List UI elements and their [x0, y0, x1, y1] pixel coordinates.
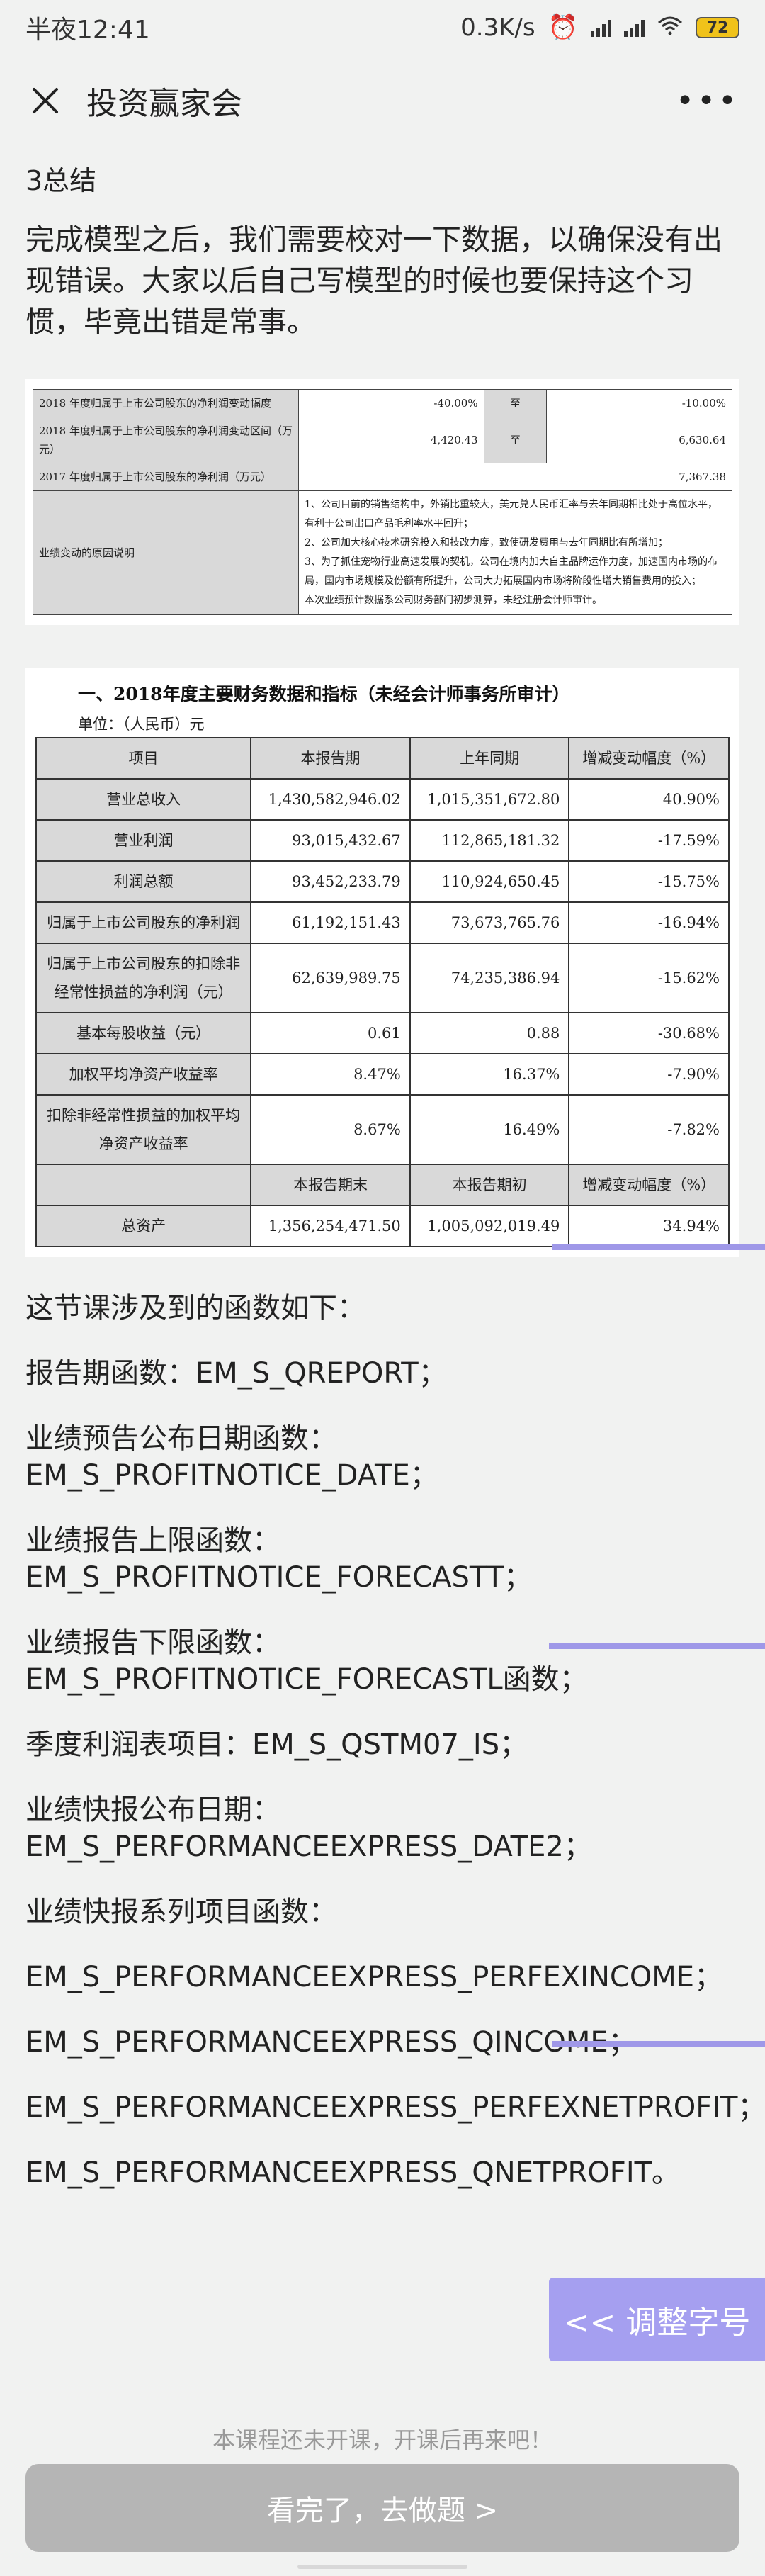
nav-bar: 投资赢家会 •••: [0, 55, 765, 146]
table-header-row: 项目 本报告期 上年同期 增减变动幅度（%）: [35, 737, 730, 780]
forecast-table: 2018 年度归属于上市公司股东的净利润变动幅度 -40.00% 至 -10.0…: [32, 389, 732, 615]
function-item: EM_S_PERFORMANCEEXPRESS_PERFEXNETPROFIT；: [26, 2091, 765, 2124]
signal-icon: [591, 18, 611, 37]
highlight-marker: [549, 1643, 765, 1649]
table-row: 2017 年度归属于上市公司股东的净利润（万元） 7,367.38: [32, 463, 732, 491]
function-item: 业绩快报系列项目函数：: [26, 1896, 337, 1928]
function-item: 报告期函数：EM_S_QREPORT；: [26, 1357, 447, 1390]
intro-paragraph: 完成模型之后，我们需要校对一下数据，以确保没有出现错误。大家以后自己写模型的时候…: [26, 223, 722, 339]
article-content: 3总结 完成模型之后，我们需要校对一下数据，以确保没有出现错误。大家以后自己写模…: [0, 159, 765, 2191]
adjust-font-size-button[interactable]: << 调整字号: [549, 2278, 765, 2361]
function-item: 业绩报告上限函数： EM_S_PROFITNOTICE_FORECASTT；: [26, 1524, 533, 1594]
table-row: 归属于上市公司股东的净利润 61,192,151.43 73,673,765.76-…: [35, 901, 730, 944]
table-row: 扣除非经常性损益的加权平均净资产收益率 8.67% 16.49% -7.82%: [35, 1094, 730, 1165]
function-item: EM_S_PERFORMANCEEXPRESS_QINCOME；: [26, 2026, 637, 2059]
more-options-icon[interactable]: •••: [676, 82, 740, 119]
table-row: 基本每股收益（元） 0.61 0.88 -30.68%: [35, 1012, 730, 1054]
table-row: 2018 年度归属于上市公司股东的净利润变动区间（万元） 4,420.43 至 …: [32, 417, 732, 463]
table-row: 加权平均净资产收益率 8.47% 16.37% -7.90%: [35, 1053, 730, 1096]
table-row: 业绩变动的原因说明 1、公司目前的销售结构中，外销比重较大，美元兑人民币汇率与去…: [32, 490, 732, 615]
function-item: 业绩快报公布日期： EM_S_PERFORMANCEEXPRESS_DATE2；: [26, 1794, 592, 1863]
table-header-row: 本报告期末 本报告期初 增减变动幅度（%）: [35, 1164, 730, 1206]
course-not-started-note: 本课程还未开课，开课后再来吧！: [212, 2426, 552, 2453]
section-title: 3总结: [26, 165, 97, 196]
table-row: 营业利润 93,015,432.67 112,865,181.32 -17.59%: [35, 819, 730, 862]
finish-and-practice-button[interactable]: 看完了，去做题 >: [26, 2464, 740, 2552]
table-row: 营业总收入 1,430,582,946.02 1,015,351,672.80 40.…: [35, 778, 730, 821]
highlight-marker: [552, 1244, 765, 1250]
financial-table: 项目 本报告期 上年同期 增减变动幅度（%） 营业总收入 1,430,582,94…: [35, 737, 730, 1247]
functions-intro: 这节课涉及到的函数如下：: [26, 1292, 366, 1324]
alarm-icon: ⏰: [548, 13, 578, 42]
highlight-marker: [552, 2041, 765, 2047]
function-item: 业绩报告下限函数： EM_S_PROFITNOTICE_FORECASTL函数；: [26, 1626, 588, 1696]
home-indicator: [298, 2565, 468, 2569]
function-item: 季度利润表项目：EM_S_QSTM07_IS；: [26, 1728, 528, 1761]
status-icons: 0.3K/s ⏰ 72: [460, 13, 740, 42]
reason-cell: 1、公司目前的销售结构中，外销比重较大，美元兑人民币汇率与去年同期相比处于高位水…: [298, 490, 732, 615]
table-row: 2018 年度归属于上市公司股东的净利润变动幅度 -40.00% 至 -10.0…: [32, 389, 732, 417]
page-title: 投资赢家会: [86, 86, 242, 122]
forecast-table-image: 2018 年度归属于上市公司股东的净利润变动幅度 -40.00% 至 -10.0…: [26, 379, 740, 625]
table-row: 总资产 1,356,254,471.50 1,005,092,019.49 34.94…: [35, 1205, 730, 1247]
status-bar: 半夜12:41 0.3K/s ⏰ 72: [0, 0, 765, 55]
network-speed: 0.3K/s: [460, 13, 536, 42]
wifi-icon: [657, 13, 683, 42]
function-item: EM_S_PERFORMANCEEXPRESS_PERFEXINCOME；: [26, 1961, 723, 1993]
financial-table-unit: 单位：（人民币）元: [78, 716, 205, 733]
close-icon[interactable]: [26, 81, 65, 120]
table-row: 利润总额 93,452,233.79 110,924,650.45 -15.75%: [35, 860, 730, 903]
status-time: 半夜12:41: [26, 16, 150, 45]
table-row: 归属于上市公司股东的扣除非经常性损益的净利润（元） 62,639,989.75 74…: [35, 943, 730, 1013]
financial-table-heading: 一、2018年度主要财务数据和指标（未经会计师事务所审计）: [78, 684, 570, 704]
signal-icon-2: [624, 18, 645, 37]
financial-table-image: 一、2018年度主要财务数据和指标（未经会计师事务所审计） 单位：（人民币）元 …: [26, 668, 740, 1257]
battery-icon: 72: [696, 17, 740, 38]
function-item: EM_S_PERFORMANCEEXPRESS_QNETPROFIT。: [26, 2156, 681, 2189]
function-item: 业绩预告公布日期函数： EM_S_PROFITNOTICE_DATE；: [26, 1422, 438, 1492]
